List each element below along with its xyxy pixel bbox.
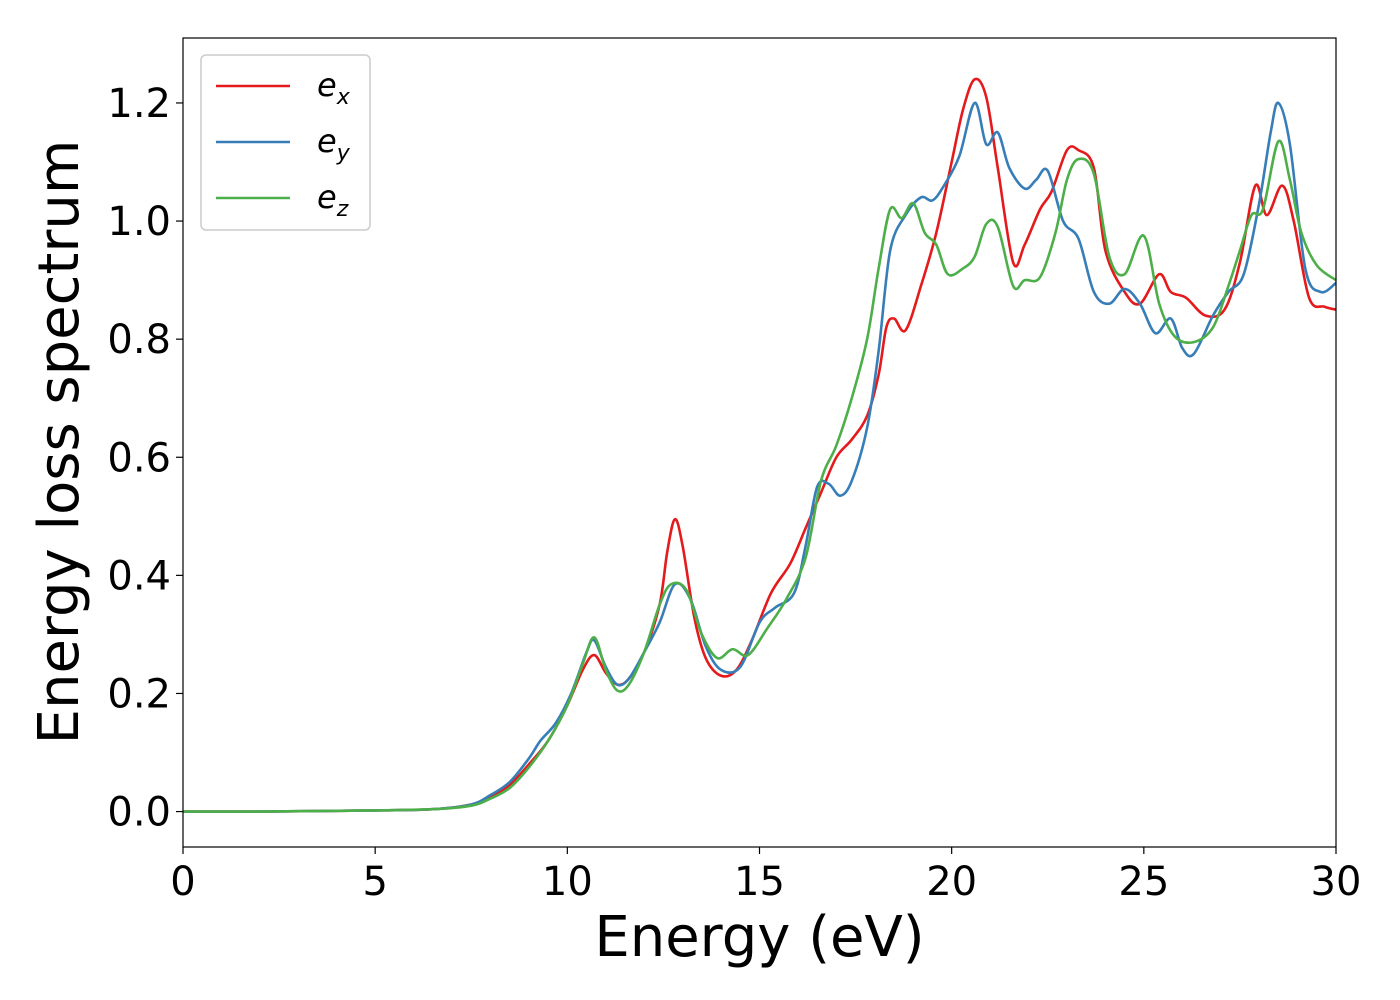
y-axis-title: Energy loss spectrum [27, 140, 92, 745]
x-axis: 0 5 10 15 20 25 30 [170, 847, 1361, 905]
y-tick-label: 1.2 [107, 81, 171, 127]
legend-label-x: ex [317, 66, 351, 110]
y-tick-label: 1.0 [107, 199, 171, 245]
series-line-x [182, 77, 1337, 813]
x-axis-title: Energy (eV) [594, 905, 924, 970]
x-tick-label: 25 [1118, 859, 1169, 905]
x-tick-label: 30 [1311, 859, 1362, 905]
series-layer [182, 77, 1337, 813]
x-tick-label: 5 [362, 859, 387, 905]
x-tick-label: 10 [542, 859, 593, 905]
y-tick-label: 0.6 [107, 435, 171, 481]
y-axis: 0.0 0.2 0.4 0.6 0.8 1.0 1.2 [107, 81, 183, 836]
y-tick-label: 0.2 [107, 671, 171, 717]
legend-label-z: ez [317, 178, 349, 222]
y-tick-label: 0.4 [107, 553, 171, 599]
legend-label-y: ey [317, 122, 351, 166]
y-tick-label: 0.0 [107, 790, 171, 836]
y-tick-label: 0.8 [107, 317, 171, 363]
series-line-z [182, 139, 1337, 813]
legend: ex ey ez [200, 54, 371, 231]
x-tick-label: 20 [926, 859, 977, 905]
x-tick-label: 15 [734, 859, 785, 905]
plot-background [183, 38, 1336, 847]
x-tick-label: 0 [170, 859, 195, 905]
